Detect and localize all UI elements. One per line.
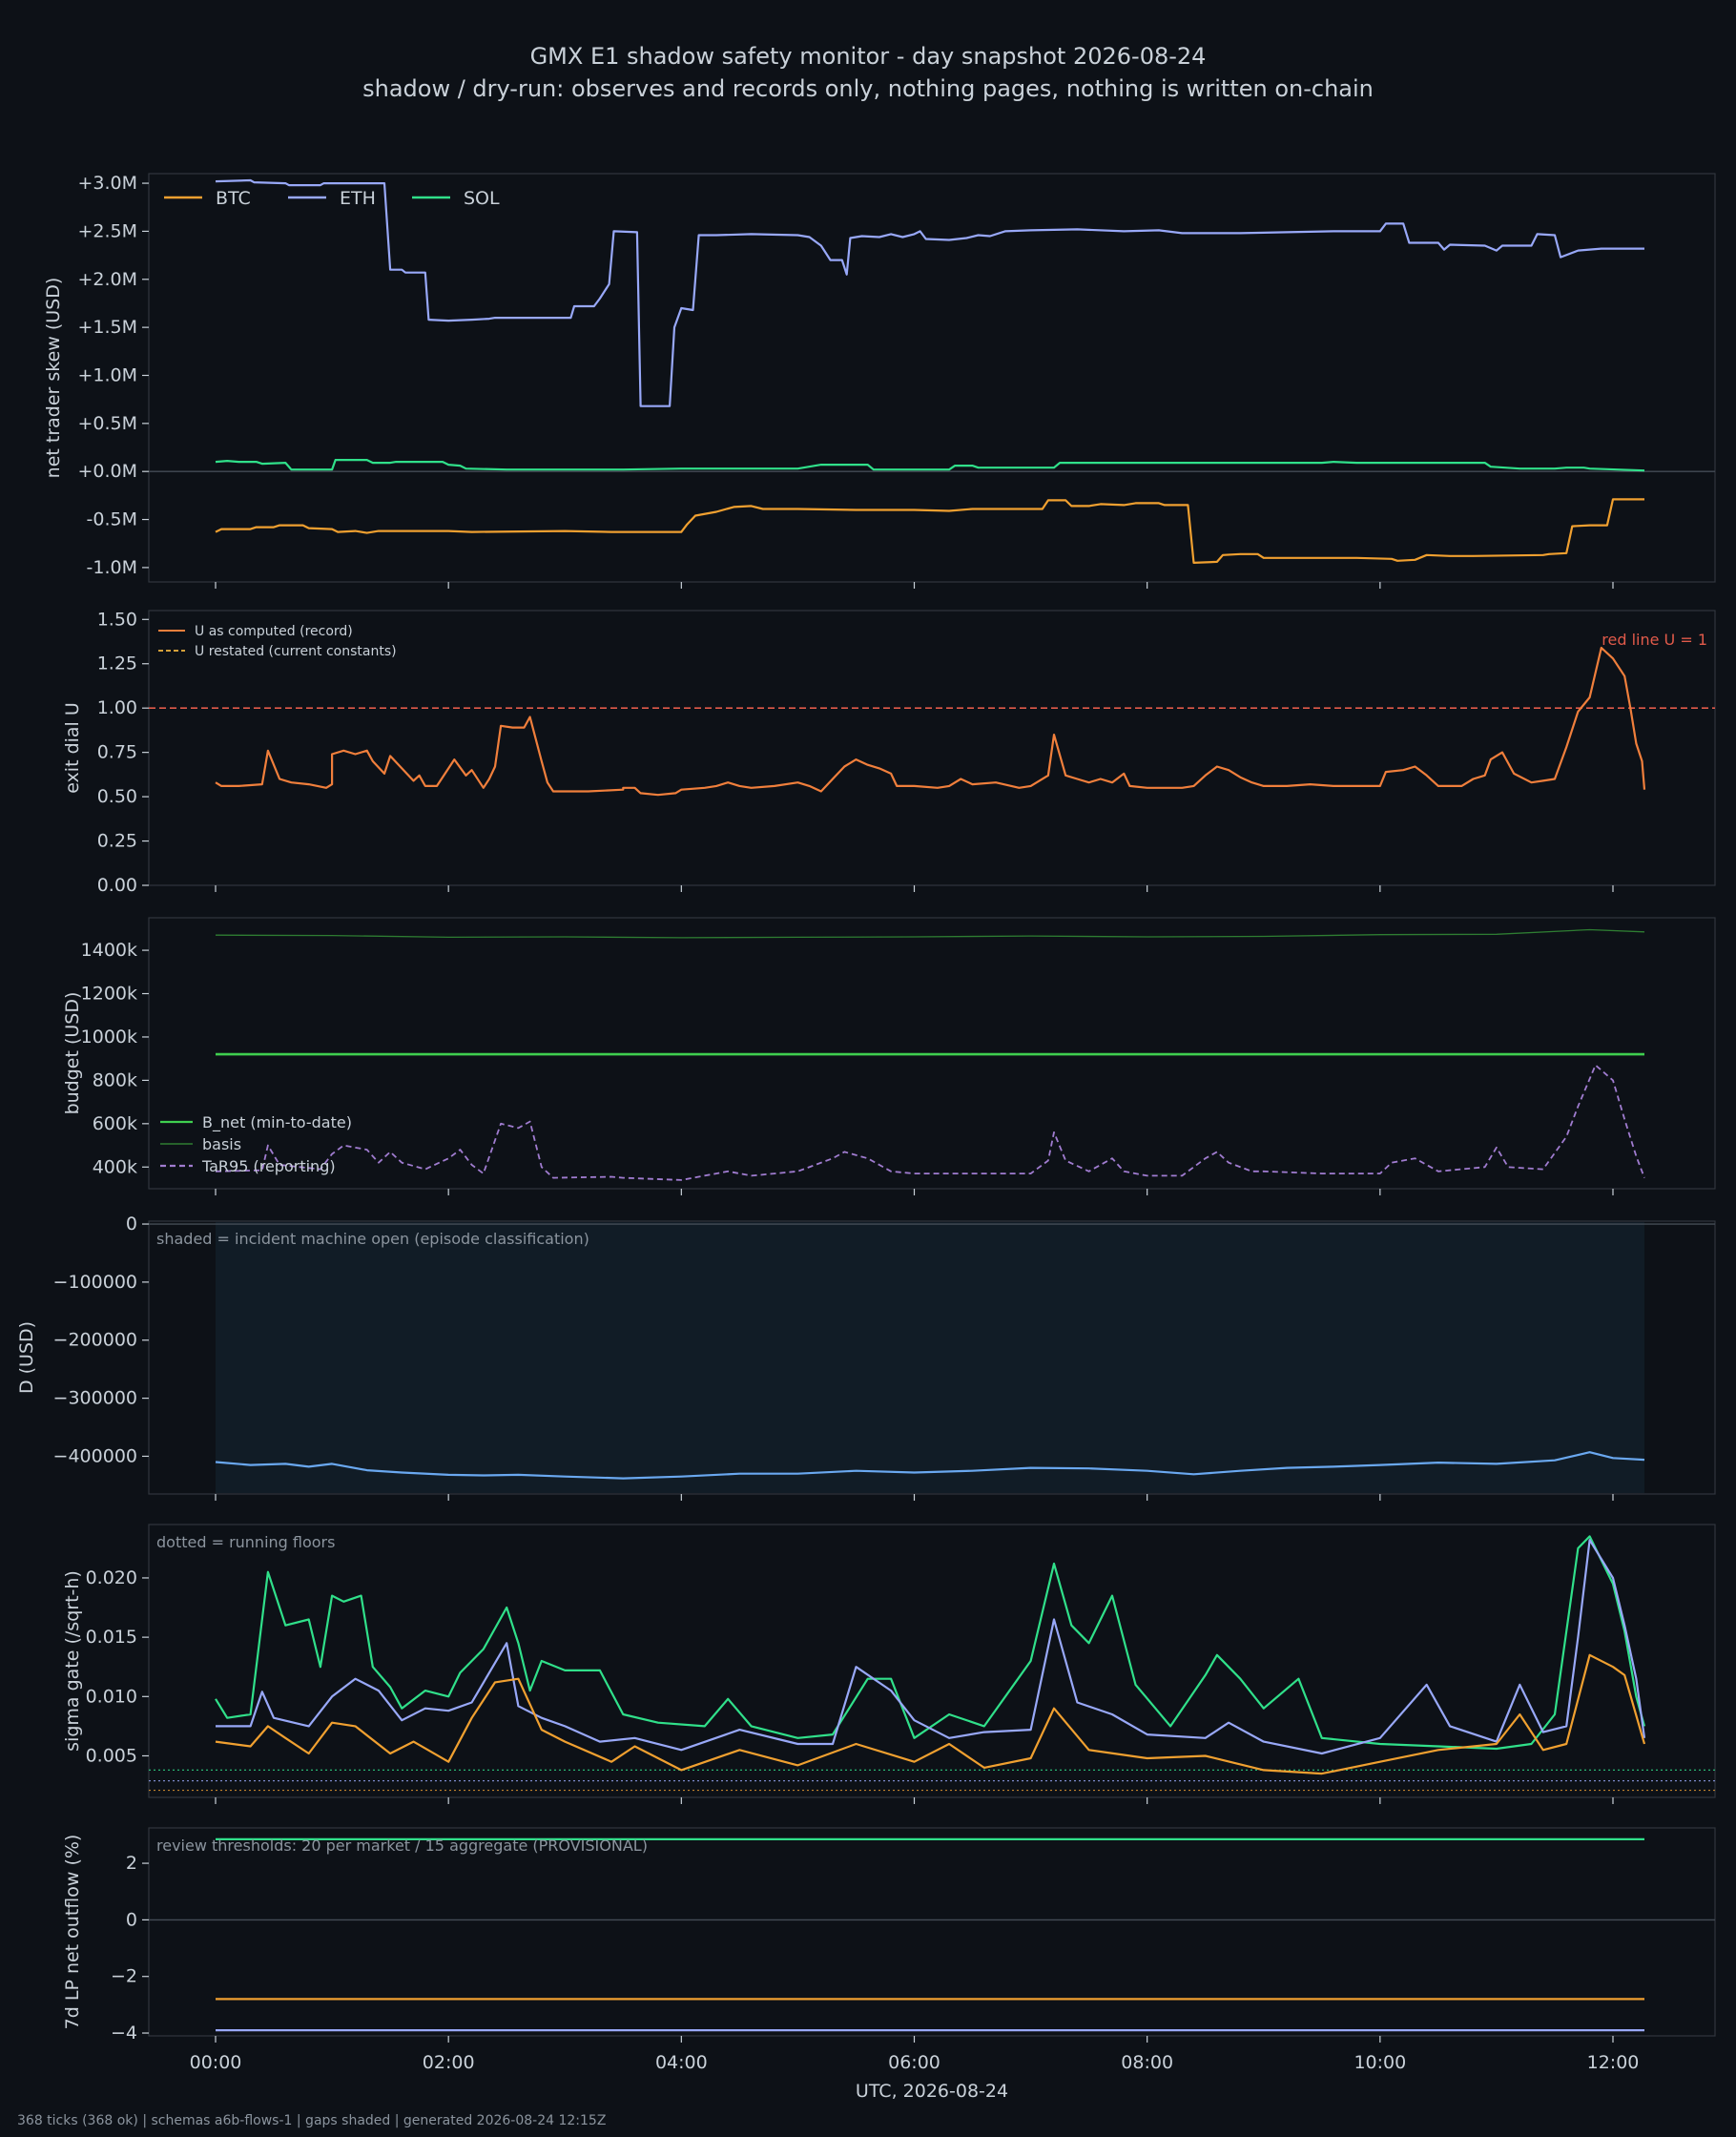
y-tick-label: 1.00 — [97, 697, 137, 718]
series-line-btc — [215, 1653, 1646, 1775]
legend-label-sol: SOL — [464, 188, 500, 209]
y-axis-label: exit dial U — [62, 702, 83, 794]
legend-label: basis — [202, 1135, 241, 1153]
series-line-eth — [215, 178, 1644, 407]
y-axis-label: sigma gate (/sqrt-h) — [62, 1570, 83, 1752]
y-tick-label: 1400k — [81, 940, 137, 961]
panel-frame — [148, 1524, 1716, 1798]
y-axis-label: 7d LP net outflow (%) — [62, 1835, 83, 2030]
footer-status: 368 ticks (368 ok) | schemas a6b-flows-1… — [17, 2113, 607, 2128]
chart-title: GMX E1 shadow safety monitor - day snaps… — [529, 43, 1207, 70]
series-line-d — [215, 1451, 1645, 1480]
y-tick-label: 0.75 — [97, 742, 137, 763]
panel-drawdown: 0 −100000 −200000 −300000 −400000 D (USD) shad… — [16, 1214, 1716, 1501]
panel-frame — [148, 173, 1716, 583]
legend-label-eth: ETH — [340, 188, 376, 209]
y-tick-label: 800k — [93, 1069, 137, 1090]
y-tick-label: +1.0M — [77, 364, 137, 385]
x-tick-label: 04:00 — [655, 2052, 708, 2073]
series-line-u-as-computed-record — [215, 646, 1646, 797]
legend-label: B_net (min-to-date) — [202, 1113, 352, 1132]
y-tick-label: 0.015 — [86, 1627, 137, 1648]
y-tick-label: +2.5M — [77, 220, 137, 241]
series-line-eth — [216, 1539, 1646, 1755]
y-tick-label: 2 — [126, 1853, 137, 1874]
x-tick-label: 02:00 — [423, 2052, 475, 2073]
x-tick-label: 06:00 — [888, 2052, 940, 2073]
chart-subtitle: shadow / dry-run: observes and records o… — [362, 75, 1374, 102]
series-line-btc — [215, 498, 1644, 564]
x-tick-label: 08:00 — [1121, 2052, 1173, 2073]
panel-lp_outflow: 2 0 −2 −4 7d LP net outflow (%) review thresh… — [62, 1827, 1716, 2102]
y-tick-label: +1.5M — [77, 317, 137, 338]
panel-skew: +3.0M +2.5M +2.0M +1.5M +1.0M +0.5M +0.0M -0.5M… — [43, 173, 1716, 589]
incident-shade — [216, 1222, 1644, 1493]
y-tick-label: −200000 — [53, 1330, 137, 1351]
chart-title-block: GMX E1 shadow safety monitor - day snaps… — [0, 40, 1736, 105]
y-tick-label: +0.0M — [77, 461, 137, 482]
x-tick-label: 12:00 — [1587, 2052, 1640, 2073]
y-tick-label: −300000 — [53, 1388, 137, 1409]
y-axis-label: budget (USD) — [62, 992, 83, 1115]
x-axis-label: UTC, 2026-08-24 — [856, 2081, 1008, 2102]
panel-exit_dial: 0.00 0.25 0.50 0.75 1.00 1.25 1.50 exit dial U r… — [62, 609, 1716, 896]
panel-budget: 400k 600k 800k 1000k 1200k 1400k budget (USD) B… — [62, 917, 1716, 1195]
panel-annotation: dotted = running floors — [156, 1533, 335, 1551]
y-tick-label: −400000 — [53, 1445, 137, 1466]
y-tick-label: +0.5M — [77, 413, 137, 434]
y-tick-label: 1200k — [81, 984, 137, 1005]
legend-label: U as computed (record) — [195, 624, 353, 639]
panel-frame — [148, 1827, 1716, 2037]
series-line-tar95-reporting — [215, 1064, 1645, 1181]
red-line-annotation: red line U = 1 — [1602, 631, 1707, 649]
y-tick-label: -0.5M — [87, 509, 137, 530]
y-tick-label: -1.0M — [87, 557, 137, 578]
y-tick-label: 400k — [93, 1156, 137, 1177]
panel-frame — [148, 610, 1716, 886]
y-tick-label: 0 — [126, 1214, 137, 1234]
y-axis-label: D (USD) — [16, 1321, 37, 1394]
series-line-basis — [215, 928, 1645, 939]
y-tick-label: 1000k — [81, 1027, 137, 1048]
y-tick-label: 0.25 — [97, 831, 137, 852]
x-tick-label: 10:00 — [1354, 2052, 1406, 2073]
y-tick-label: 1.50 — [97, 609, 137, 630]
panel-annotation: review thresholds: 20 per market / 15 ag… — [156, 1836, 648, 1855]
y-tick-label: −100000 — [53, 1272, 137, 1293]
y-tick-label: +2.0M — [77, 269, 137, 290]
y-tick-label: 0 — [126, 1909, 137, 1930]
x-tick-label: 00:00 — [190, 2052, 242, 2073]
y-tick-label: 600k — [93, 1113, 137, 1134]
y-axis-label: net trader skew (USD) — [43, 278, 64, 479]
y-tick-label: 0.00 — [97, 875, 137, 896]
y-tick-label: 0.005 — [86, 1745, 137, 1766]
y-tick-label: −2 — [111, 1966, 137, 1987]
legend-label: U restated (current constants) — [195, 644, 397, 659]
y-tick-label: 0.50 — [97, 786, 137, 807]
legend-label: TaR95 (reporting) — [201, 1157, 336, 1175]
series-line-sol — [215, 459, 1645, 472]
y-tick-label: +3.0M — [77, 173, 137, 194]
panel-annotation: shaded = incident machine open (episode … — [156, 1230, 589, 1248]
series-line-sol — [215, 1535, 1646, 1751]
y-tick-label: 0.020 — [86, 1567, 137, 1588]
y-tick-label: −4 — [111, 2023, 137, 2044]
y-tick-label: 1.25 — [97, 654, 137, 674]
y-tick-label: 0.010 — [86, 1686, 137, 1707]
legend-label-btc: BTC — [216, 188, 251, 209]
